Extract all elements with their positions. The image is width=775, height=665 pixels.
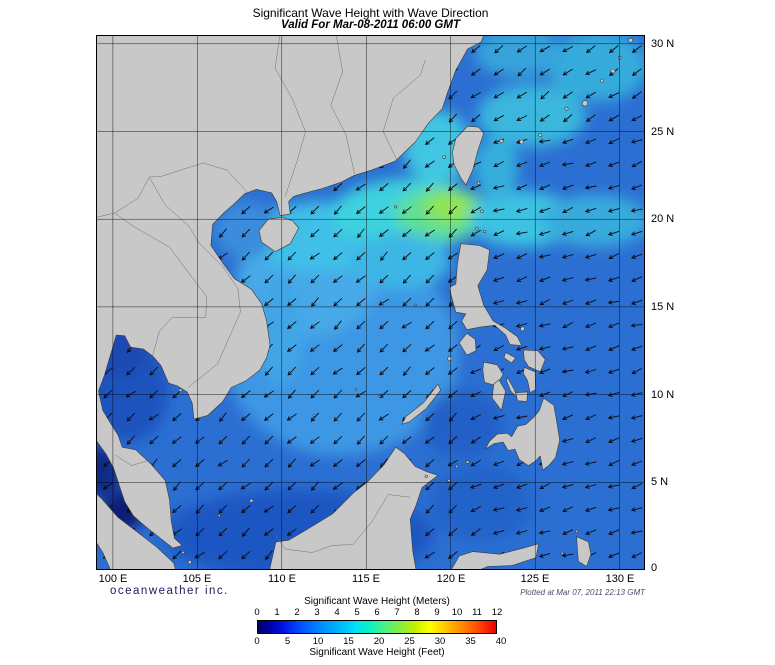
map-frame-border [96,35,645,570]
y-tick-label-15n: 15 N [651,301,675,313]
x-tick-label-130e: 130 E [605,573,635,585]
legend-meters-label: Significant Wave Height (Meters) [304,596,450,607]
land-layer [96,35,633,570]
legend-colorbar [257,620,497,634]
graticule-layer [96,35,645,570]
y-tick-label-30n: 30 N [651,38,675,50]
x-tick-label-125e: 125 E [520,573,550,585]
x-tick-label-100e: 100 E [98,573,128,585]
legend-feet-ticks: 0 5 10 15 20 25 30 35 40 [254,636,507,647]
country-border-layer [96,35,426,553]
x-tick-label-105e: 105 E [182,573,212,585]
legend-feet-label: Significant Wave Height (Feet) [309,647,445,658]
y-tick-label-5n: 5 N [651,476,669,488]
y-tick-label-20n: 20 N [651,213,675,225]
plot-valid-time: Valid For Mar-08-2011 06:00 GMT [281,19,460,31]
map-canvas [96,35,645,570]
legend-meters-ticks: 0 1 2 3 4 5 6 7 8 9 10 11 12 [254,607,503,618]
y-tick-label-10n: 10 N [651,389,675,401]
oceanweather-credit: oceanweather inc. [110,585,229,597]
plot-title: Significant Wave Height with Wave Direct… [252,6,489,20]
map-plot-area [96,35,645,570]
y-tick-label-25n: 25 N [651,126,675,138]
x-tick-label-115e: 115 E [352,573,380,585]
plotted-timestamp: Plotted at Mar 07, 2011 22:13 GMT [520,588,645,597]
y-tick-label-0: 0 [651,562,658,574]
x-tick-label-120e: 120 E [436,573,466,585]
x-tick-label-110e: 110 E [268,573,296,585]
